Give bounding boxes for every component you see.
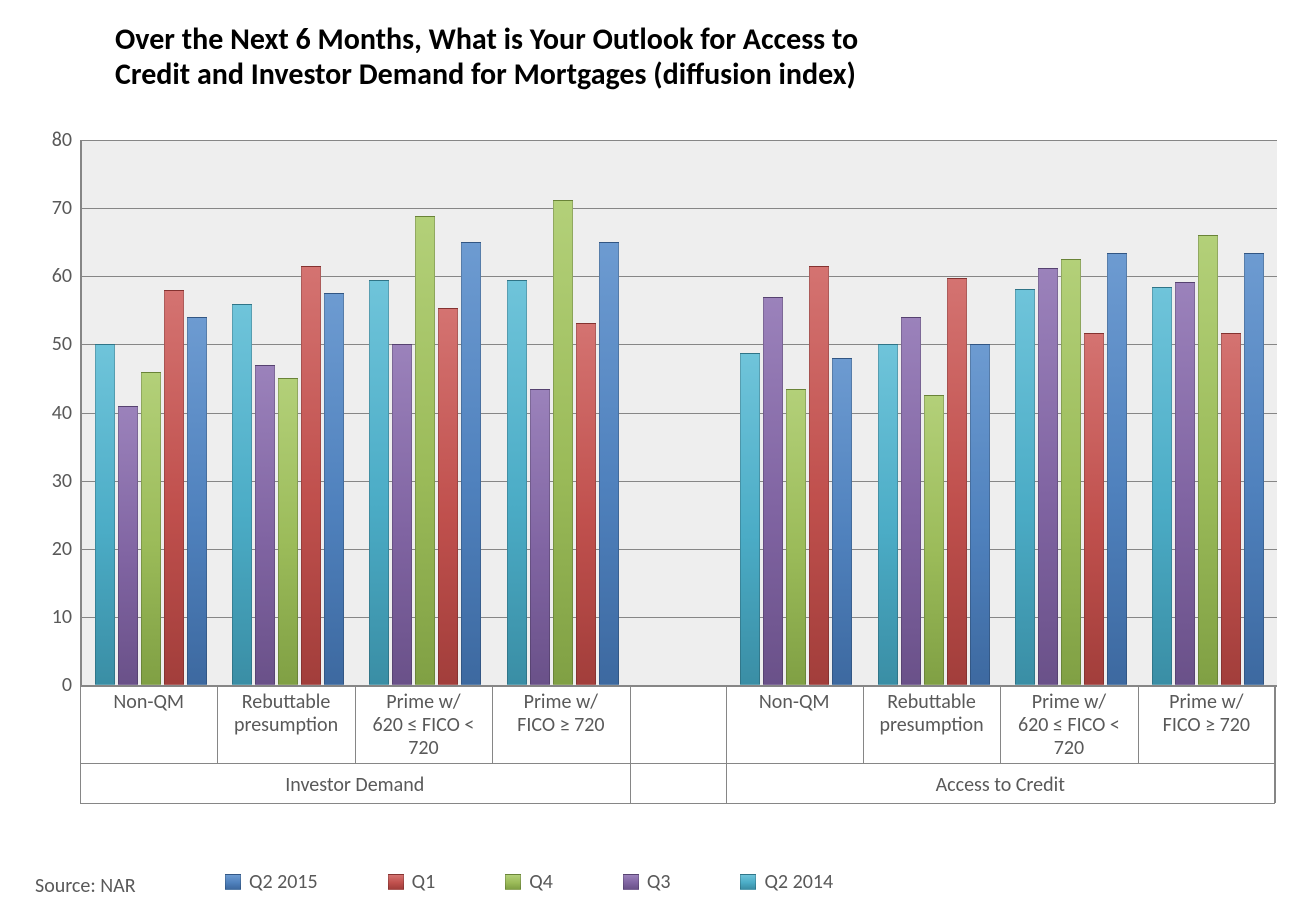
- category-label: Prime w/620 ≤ FICO <720: [1000, 691, 1137, 760]
- axis-row-divider: [80, 803, 1275, 804]
- legend-swatch: [388, 874, 404, 890]
- legend-item: Q2 2015: [225, 870, 318, 894]
- bar: [599, 242, 619, 685]
- legend-item: Q3: [623, 870, 671, 894]
- legend-item: Q2 2014: [740, 870, 833, 894]
- bar: [809, 266, 829, 685]
- bar: [301, 266, 321, 685]
- bar: [878, 344, 898, 685]
- legend: Q2 2015 Q1 Q4 Q3 Q2 2014: [225, 870, 833, 894]
- y-tick-label: 0: [27, 673, 72, 697]
- y-tick-label: 20: [27, 537, 72, 561]
- bar: [324, 293, 344, 685]
- axis-tick: [630, 685, 631, 803]
- bar: [576, 323, 596, 685]
- category-label: Non-QM: [726, 691, 863, 714]
- bar: [164, 290, 184, 685]
- bar: [970, 344, 990, 685]
- y-tick-label: 50: [27, 332, 72, 356]
- y-tick-label: 40: [27, 401, 72, 425]
- bar: [141, 372, 161, 685]
- legend-swatch: [740, 874, 756, 890]
- category-label: Prime w/FICO ≥ 720: [492, 691, 629, 737]
- chart-title-line2: Credit and Investor Demand for Mortgages…: [115, 57, 1215, 92]
- axis-row-divider: [80, 763, 1275, 764]
- bar: [786, 389, 806, 685]
- bar: [232, 304, 252, 686]
- bar: [832, 358, 852, 685]
- category-label: Prime w/620 ≤ FICO <720: [355, 691, 492, 760]
- bar: [1038, 268, 1058, 685]
- category-label: Prime w/FICO ≥ 720: [1138, 691, 1275, 737]
- legend-swatch: [505, 874, 521, 890]
- legend-label: Q3: [647, 870, 671, 894]
- bar: [95, 344, 115, 685]
- bar: [1107, 253, 1127, 685]
- bar: [369, 280, 389, 685]
- bar: [507, 280, 527, 685]
- legend-label: Q1: [412, 870, 436, 894]
- bar: [530, 389, 550, 685]
- y-tick-label: 80: [27, 128, 72, 152]
- bar: [392, 344, 412, 685]
- source-label: Source: NAR: [35, 874, 136, 898]
- bar: [1015, 289, 1035, 685]
- bar: [901, 317, 921, 685]
- bar: [461, 242, 481, 685]
- axis-tick: [1275, 685, 1276, 803]
- bars-layer: [82, 140, 1277, 685]
- category-label: Non-QM: [80, 691, 217, 714]
- bar: [553, 200, 573, 685]
- major-group-label: Access to Credit: [726, 773, 1276, 797]
- axis-tick: [726, 685, 727, 803]
- legend-label: Q2 2015: [249, 870, 318, 894]
- bar: [255, 365, 275, 685]
- bar: [278, 378, 298, 685]
- bar: [118, 406, 138, 685]
- bar: [1221, 333, 1241, 685]
- bar: [1152, 287, 1172, 685]
- bar: [415, 216, 435, 685]
- y-tick-label: 10: [27, 605, 72, 629]
- plot-area: [80, 140, 1277, 687]
- category-label: Rebuttablepresumption: [217, 691, 354, 737]
- legend-item: Q4: [505, 870, 553, 894]
- bar: [924, 395, 944, 685]
- bar: [187, 317, 207, 685]
- bar: [1061, 259, 1081, 685]
- legend-swatch: [225, 874, 241, 890]
- y-tick-label: 60: [27, 264, 72, 288]
- major-group-label: Investor Demand: [80, 773, 630, 797]
- chart-title-line1: Over the Next 6 Months, What is Your Out…: [115, 22, 1215, 57]
- bar: [763, 297, 783, 685]
- y-tick-label: 70: [27, 196, 72, 220]
- bar: [1244, 253, 1264, 685]
- category-label: Rebuttablepresumption: [863, 691, 1000, 737]
- bar: [438, 308, 458, 685]
- chart-title: Over the Next 6 Months, What is Your Out…: [115, 22, 1215, 93]
- legend-label: Q2 2014: [764, 870, 833, 894]
- bar: [1198, 235, 1218, 685]
- legend-label: Q4: [529, 870, 553, 894]
- chart-container: Over the Next 6 Months, What is Your Out…: [0, 0, 1300, 923]
- bar: [740, 353, 760, 685]
- legend-item: Q1: [388, 870, 436, 894]
- bar: [1175, 282, 1195, 685]
- y-tick-label: 30: [27, 469, 72, 493]
- bar: [1084, 333, 1104, 685]
- bar: [947, 278, 967, 685]
- legend-swatch: [623, 874, 639, 890]
